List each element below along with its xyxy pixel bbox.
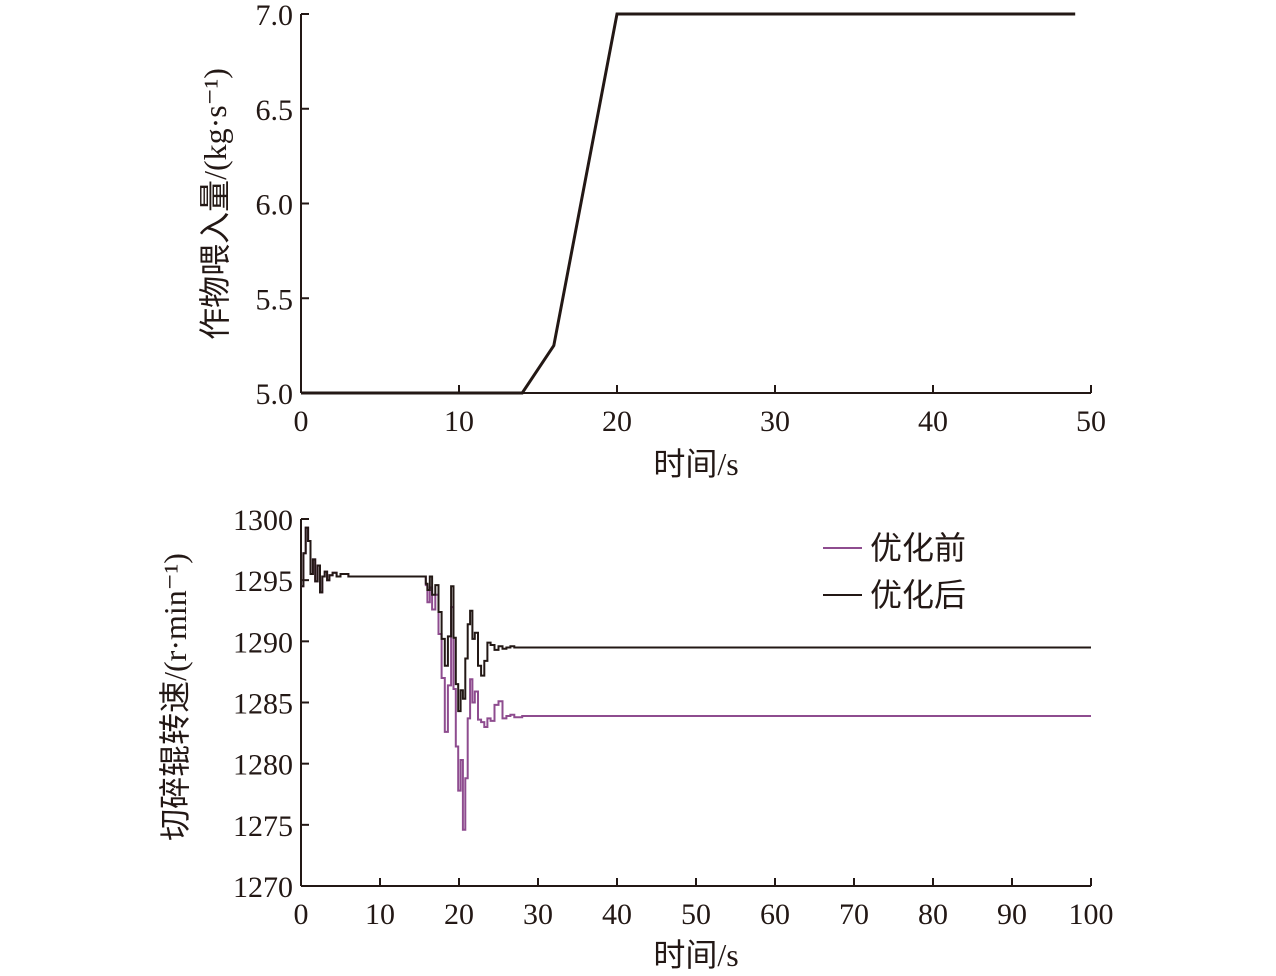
roller-speed-x-tick-label: 80 [918,898,948,931]
roller-speed-x-tick-label: 20 [444,898,474,931]
feed-rate-y-tick-label: 6.5 [256,94,294,127]
roller-speed-ticks: 0 10 20 30 40 50 60 70 80 90 100 1270 1275 1280 1285 12… [233,504,1114,931]
feed-rate-x-tick-label: 40 [918,405,948,438]
feed-rate-x-tick-label: 50 [1076,405,1106,438]
feed-rate-x-tick-label: 20 [602,405,632,438]
roller-speed-chart: 0 10 20 30 40 50 60 70 80 90 100 1270 1275 1280 1285 12… [157,504,1114,973]
roller-speed-x-tick-label: 100 [1069,898,1114,931]
roller-speed-axes [300,519,1091,887]
feed-rate-chart: 0 10 20 30 40 50 5.0 5.5 6.0 6.5 7.0 时间/s 作物喂入量/(k… [197,0,1106,482]
feed-rate-ticks: 0 10 20 30 40 50 5.0 5.5 6.0 6.5 7.0 [256,0,1107,438]
feed-rate-y-tick-label: 7.0 [256,0,294,32]
feed-rate-x-tick-label: 0 [294,405,309,438]
roller-speed-y-tick-label: 1275 [233,810,293,843]
feed-rate-y-axis-title: 作物喂入量/(kg·s⁻¹) [197,68,233,340]
roller-speed-y-tick-label: 1295 [233,565,293,598]
roller-speed-x-tick-label: 70 [839,898,869,931]
roller-speed-x-axis-title: 时间/s [653,937,738,973]
roller-speed-y-tick-label: 1280 [233,749,293,782]
roller-speed-series [301,526,1091,831]
feed-rate-x-tick-label: 10 [444,405,474,438]
feed-rate-y-tick-label: 5.5 [256,283,294,316]
roller-speed-y-tick-label: 1285 [233,688,293,721]
roller-speed-y-tick-label: 1270 [233,871,293,904]
roller-speed-series-before-line [301,526,1091,831]
legend-label-after: 优化后 [870,577,966,613]
feed-rate-axes [300,14,1091,394]
roller-speed-x-tick-label: 50 [681,898,711,931]
roller-speed-y-tick-label: 1300 [233,504,293,537]
roller-speed-y-axis-title: 切碎辊转速/(r·min⁻¹) [157,553,193,841]
roller-speed-x-tick-label: 30 [523,898,553,931]
feed-rate-x-tick-label: 30 [760,405,790,438]
roller-speed-x-tick-label: 60 [760,898,790,931]
feed-rate-x-axis-title: 时间/s [653,446,738,482]
roller-speed-x-tick-label: 10 [365,898,395,931]
feed-rate-series [301,12,1076,395]
roller-speed-x-tick-label: 90 [997,898,1027,931]
roller-speed-x-tick-label: 0 [294,898,309,931]
roller-speed-series-after-line [301,526,1091,713]
feed-rate-y-tick-label: 5.0 [256,378,294,411]
feed-rate-series-0-line [301,12,1076,395]
roller-speed-x-tick-label: 40 [602,898,632,931]
feed-rate-y-tick-label: 6.0 [256,189,294,222]
roller-speed-y-tick-label: 1290 [233,626,293,659]
legend-label-before: 优化前 [870,530,966,566]
legend: 优化前 优化后 [823,530,966,613]
